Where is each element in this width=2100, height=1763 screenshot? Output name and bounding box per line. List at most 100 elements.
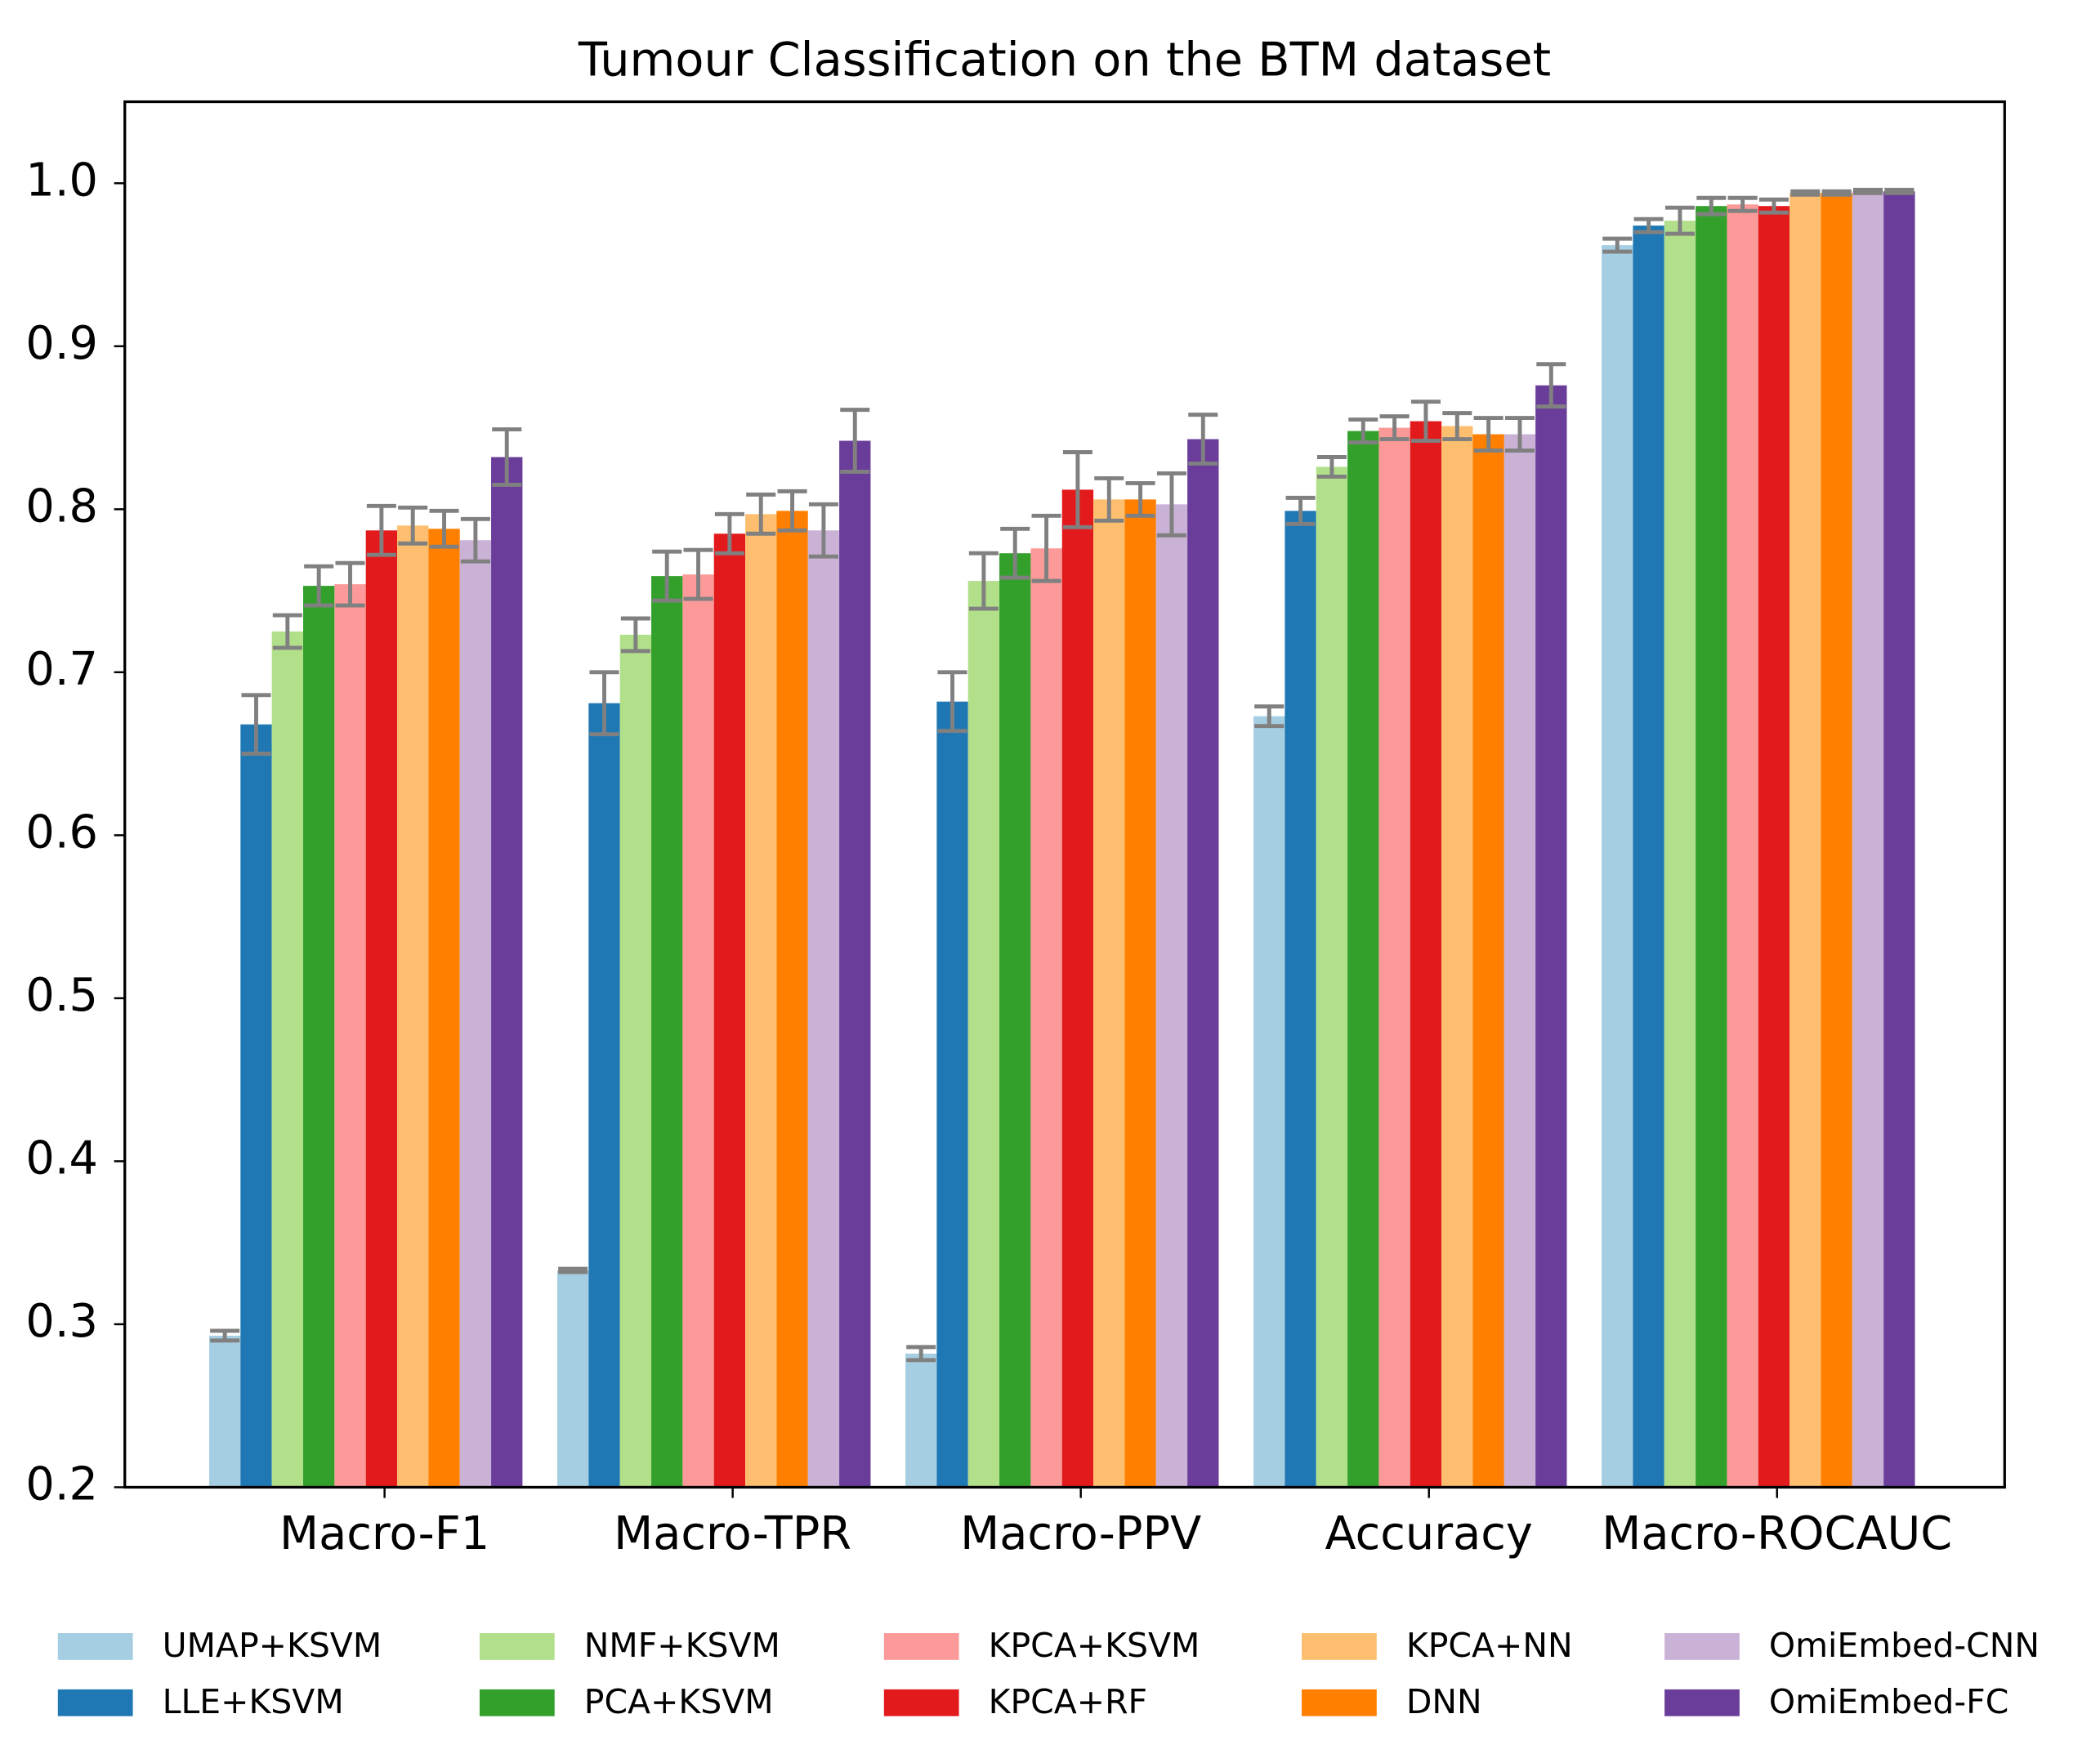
y-tick-label: 0.7: [25, 643, 98, 696]
bar: [1504, 434, 1536, 1488]
bar: [905, 1353, 937, 1488]
bar: [1602, 245, 1633, 1488]
bar: [807, 530, 840, 1488]
error-bar: [808, 502, 838, 559]
error-bar: [589, 670, 619, 737]
bar: [365, 530, 398, 1488]
error-bar: [714, 511, 744, 556]
bar: [1633, 225, 1664, 1488]
bar: [999, 553, 1031, 1488]
error-bar: [398, 505, 428, 546]
error-bar: [1504, 416, 1535, 453]
legend-swatch: [883, 1633, 959, 1660]
legend-label: DNN: [1406, 1682, 1482, 1721]
error-bar: [335, 560, 365, 608]
error-bar: [1316, 455, 1347, 479]
legend-swatch: [1664, 1633, 1740, 1660]
legend-label: KPCA+RF: [989, 1682, 1148, 1721]
error-bar: [1410, 399, 1441, 443]
legend-swatch: [1302, 1633, 1377, 1660]
x-tick-label: Accuracy: [1325, 1507, 1533, 1560]
legend-label: NMF+KSVM: [584, 1626, 780, 1665]
bar: [1789, 193, 1821, 1488]
bar: [745, 514, 777, 1488]
y-tick-label: 0.3: [25, 1295, 98, 1348]
bar: [208, 1335, 241, 1488]
error-bar: [1884, 187, 1915, 195]
bar: [557, 1270, 589, 1488]
error-bar: [1664, 205, 1695, 236]
bar: [1696, 206, 1727, 1488]
bar: [588, 703, 620, 1488]
y-tick-label: 1.0: [25, 154, 98, 207]
bar: [1030, 548, 1062, 1488]
bar: [1093, 499, 1125, 1488]
legend-swatch: [479, 1633, 555, 1660]
error-bar: [1125, 480, 1155, 518]
error-bar: [1727, 195, 1758, 213]
bar: [967, 581, 1000, 1488]
error-bar: [1602, 236, 1633, 254]
bar: [1253, 716, 1285, 1488]
bar: [1410, 421, 1442, 1488]
error-bar: [460, 516, 490, 564]
bar: [1758, 206, 1790, 1488]
error-bar: [746, 492, 776, 536]
error-bar: [210, 1328, 240, 1343]
y-tick-label: 0.2: [25, 1458, 98, 1511]
bar: [682, 574, 714, 1488]
bar: [459, 540, 492, 1488]
error-bar: [1156, 471, 1186, 538]
error-bar: [1094, 475, 1124, 523]
error-bar: [1285, 495, 1316, 526]
error-bar: [1031, 513, 1061, 583]
bar: [1155, 504, 1188, 1488]
bar: [1316, 466, 1348, 1488]
error-bar: [906, 1345, 936, 1363]
bar: [776, 511, 808, 1488]
bar: [1664, 221, 1696, 1488]
bar: [1883, 191, 1915, 1488]
y-tick-label: 0.6: [25, 806, 98, 859]
error-bar: [968, 551, 999, 611]
y-tick-label: 0.8: [25, 480, 98, 533]
error-bar: [620, 616, 650, 654]
bar: [1061, 489, 1094, 1488]
legend-label: UMAP+KSVM: [163, 1626, 382, 1665]
x-tick-label: Macro-TPR: [614, 1507, 851, 1560]
bar: [936, 701, 968, 1488]
legend-swatch: [883, 1689, 959, 1716]
error-bar: [1696, 195, 1727, 216]
bar: [491, 457, 523, 1488]
error-bar: [1633, 216, 1664, 234]
chart-title: Tumour Classification on the BTM dataset: [578, 33, 1551, 87]
error-bar: [840, 408, 870, 474]
x-tick-label: Macro-PPV: [960, 1507, 1201, 1560]
legend-swatch: [1664, 1689, 1740, 1716]
legend-label: PCA+KSVM: [584, 1682, 774, 1721]
error-bar: [1758, 197, 1789, 215]
bar: [240, 724, 272, 1488]
error-bar: [241, 693, 271, 757]
y-tick-label: 0.4: [25, 1132, 98, 1185]
y-tick-label: 0.5: [25, 969, 98, 1022]
bar: [1124, 499, 1156, 1488]
legend-swatch: [1302, 1689, 1377, 1716]
error-bar: [1821, 189, 1852, 197]
x-tick-label: Macro-F1: [279, 1507, 489, 1560]
error-bar: [683, 547, 713, 601]
legend-label: OmiEmbed-CNN: [1769, 1626, 2040, 1665]
error-bar: [1473, 416, 1504, 453]
bar: [1347, 431, 1379, 1488]
bar: [1441, 426, 1473, 1488]
legend-label: OmiEmbed-FC: [1769, 1682, 2008, 1721]
error-bar: [777, 489, 807, 533]
error-bar: [304, 564, 334, 608]
bar: [713, 533, 746, 1488]
error-bar: [429, 508, 459, 549]
error-bar: [558, 1266, 588, 1274]
error-bar: [1790, 189, 1821, 197]
error-bar: [652, 549, 682, 603]
error-bar: [272, 613, 302, 650]
